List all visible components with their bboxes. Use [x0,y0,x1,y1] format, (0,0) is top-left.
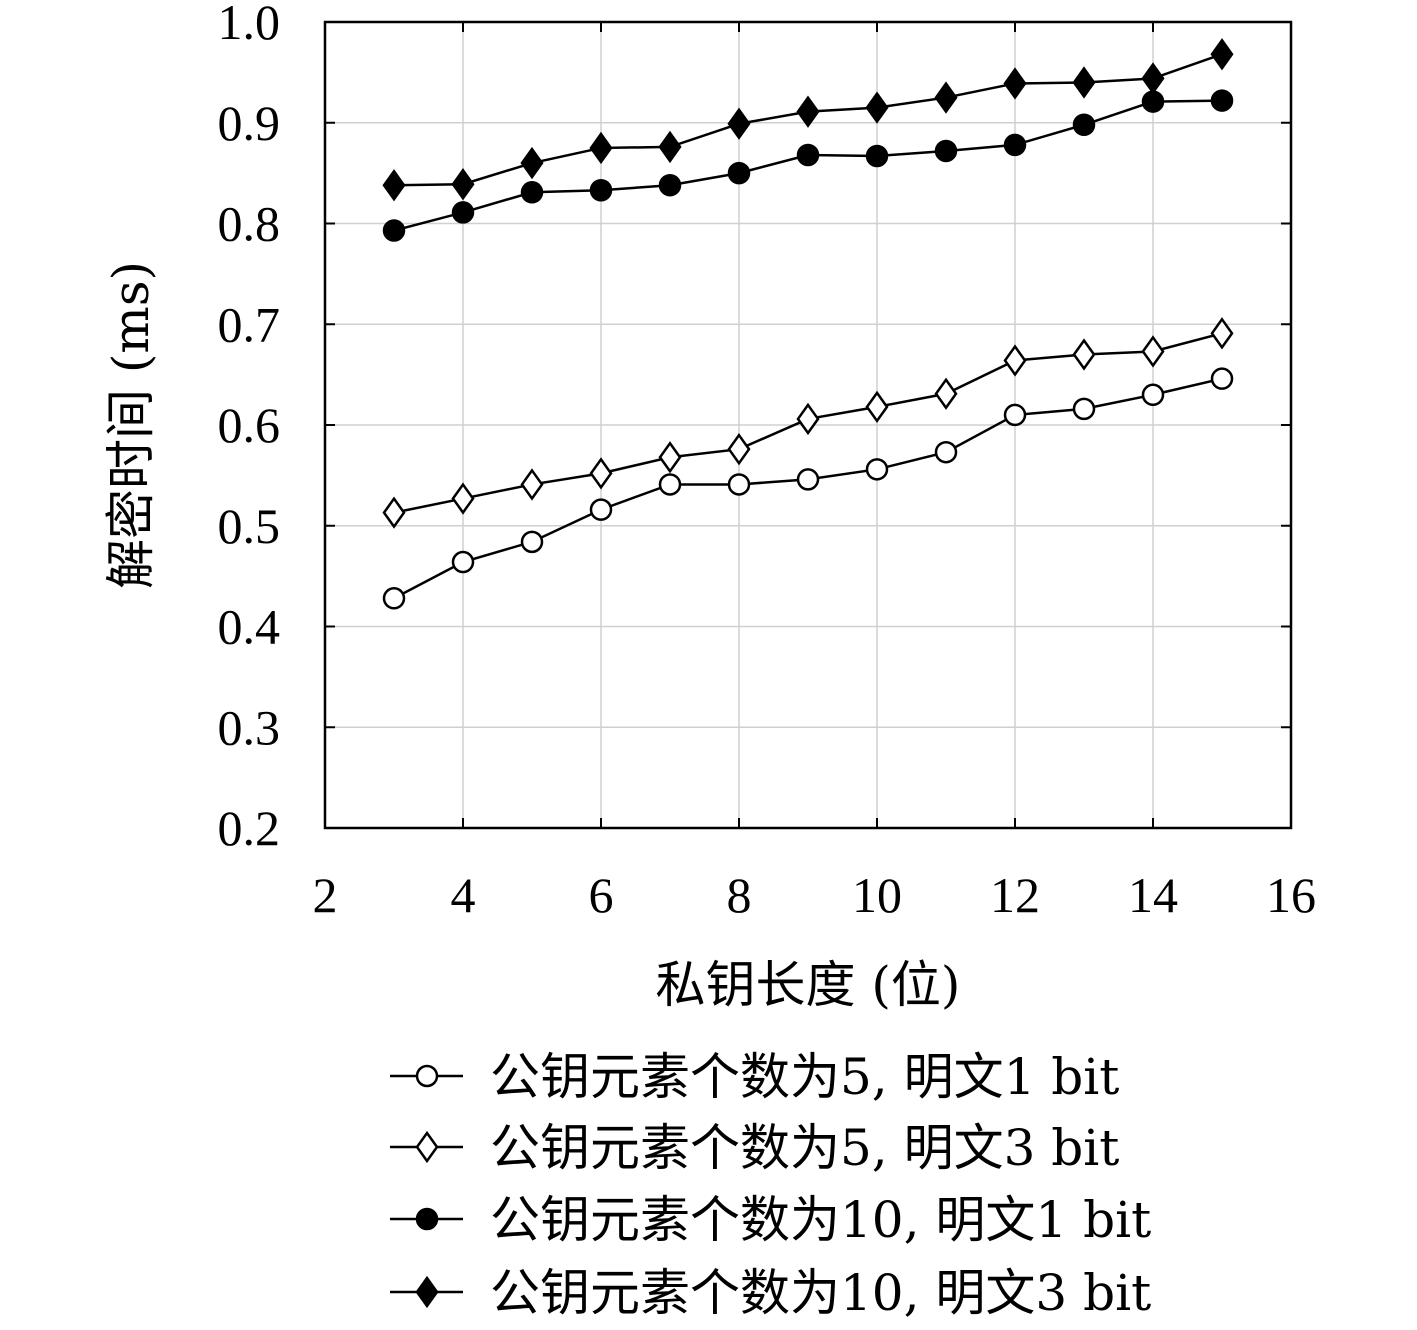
x-tick-label: 6 [589,867,614,923]
series-3-point [865,144,889,168]
series-4-point [589,131,613,165]
series-4-point [796,95,820,128]
series-1-point [589,498,613,521]
x-tick-label: 10 [852,867,902,923]
series-1-point [934,440,958,464]
x-tick-label: 14 [1128,867,1178,923]
series-4-point [1003,67,1027,100]
x-tick-label: 2 [313,867,338,923]
y-tick-label: 0.5 [218,498,281,554]
legend-marker [415,1130,439,1164]
series-2-point [1003,344,1027,377]
series-2-point [658,441,682,474]
y-axis-ticks: 0.2 0.3 0.4 0.5 0.6 0.7 0.8 0.9 1.0 [218,0,1291,856]
series-2-point [934,377,958,410]
series-3-point [1210,89,1234,112]
legend-marker [415,1064,439,1088]
series-4-point [934,81,958,114]
series-3-point [934,139,958,163]
series-1-point [520,530,544,554]
y-tick-label: 0.7 [218,296,281,352]
series-1-point [796,468,820,491]
series-2-point [520,468,544,501]
series-3-point [658,173,682,197]
series-4-point [1141,62,1165,95]
y-tick-label: 0.6 [218,397,281,453]
series-3-point [382,219,406,242]
series-2 [382,317,1234,529]
legend-item-1: 公钥元素个数为5, 明文1 bit [390,1048,1119,1106]
series-1-point [865,458,889,481]
x-tick-label: 16 [1266,867,1316,923]
legend-item-3: 公钥元素个数为10, 明文1 bit [390,1191,1151,1249]
legend-label: 公钥元素个数为5, 明文1 bit [490,1048,1119,1106]
legend-item-4: 公钥元素个数为10, 明文3 bit [390,1264,1151,1322]
y-tick-label: 1.0 [218,0,281,50]
series-2-point [589,457,613,490]
series-4-point [727,107,751,140]
series-3-point [1141,90,1165,113]
series-2-point [865,390,889,424]
series-4-point [520,146,544,180]
legend-marker [415,1275,439,1309]
legend-marker [415,1207,439,1231]
series-3-point [1072,113,1096,137]
y-tick-label: 0.8 [218,196,281,252]
x-axis-ticks: 2 4 6 8 10 12 14 16 [313,22,1316,923]
series-3-point [520,181,544,204]
series-3-point [727,161,751,185]
x-tick-label: 12 [990,867,1040,923]
y-tick-label: 0.9 [218,95,281,151]
series-3-point [796,143,820,167]
series-4-point [382,169,406,202]
series-1-point [382,587,406,610]
series-1-point [1210,367,1234,390]
legend: 公钥元素个数为5, 明文1 bit 公钥元素个数为5, 明文3 bit 公钥元素个数… [390,1048,1151,1322]
series-4-point [1210,38,1234,71]
series-1-point [658,473,682,496]
series-4-point [658,130,682,164]
series-2-point [1141,335,1165,368]
series-2-point [727,433,751,466]
series-3-point [1003,133,1027,157]
y-tick-label: 0.4 [218,599,281,655]
x-axis-label: 私钥长度 (位) [656,956,961,1014]
y-tick-label: 0.2 [218,800,281,856]
series-2-point [796,402,820,436]
legend-label: 公钥元素个数为5, 明文3 bit [490,1119,1119,1177]
series-4-point [451,168,475,201]
series-1-point [1141,383,1165,407]
series-2-point [1072,338,1096,371]
series-1-point [451,550,475,574]
series-3-point [451,201,475,224]
series-3 [382,89,1234,242]
y-axis-label: 解密时间 (ms) [102,261,160,589]
series-1-point [1072,397,1096,421]
legend-item-2: 公钥元素个数为5, 明文3 bit [390,1119,1119,1177]
x-tick-label: 4 [451,867,476,923]
x-tick-label: 8 [727,867,752,923]
series-4-point [1072,66,1096,99]
series-1-point [727,473,751,496]
series-2-point [382,496,406,529]
legend-label: 公钥元素个数为10, 明文3 bit [490,1264,1151,1322]
series-1 [382,367,1234,610]
y-tick-label: 0.3 [218,699,281,755]
series-3-point [589,179,613,202]
series-2-point [451,482,475,515]
series-2-point [1210,317,1234,350]
legend-label: 公钥元素个数为10, 明文1 bit [490,1191,1151,1249]
series [382,38,1234,610]
series-4 [382,38,1234,202]
series-4-point [865,91,889,124]
series-1-point [1003,403,1027,427]
